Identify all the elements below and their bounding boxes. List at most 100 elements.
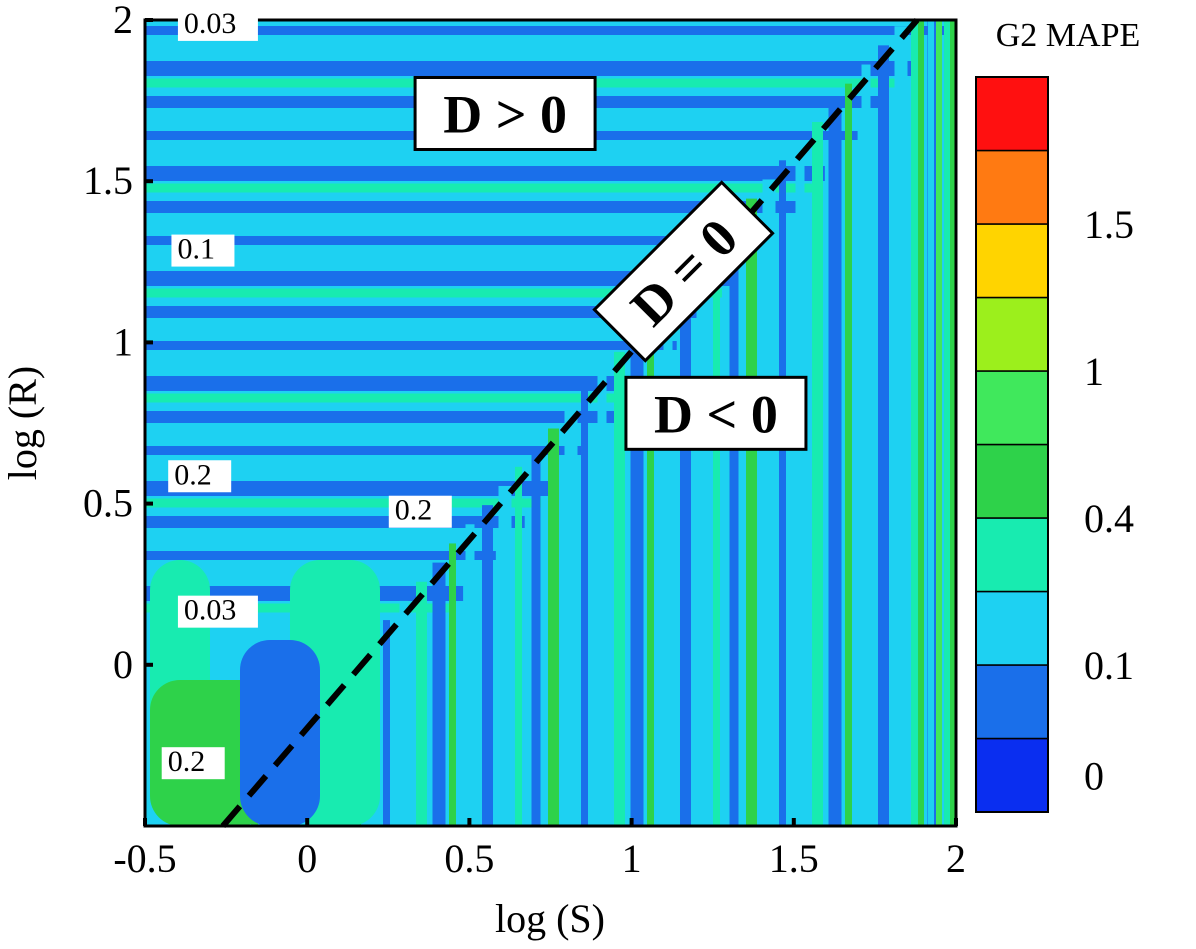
contour-band xyxy=(145,411,616,423)
y-tick-label: 0.5 xyxy=(83,481,133,526)
contour-band xyxy=(145,166,825,181)
contour-band xyxy=(845,83,852,826)
contour-band xyxy=(145,463,570,476)
colorbar-swatch xyxy=(975,296,1049,372)
contour-band xyxy=(145,498,542,508)
svg-text:0.03: 0.03 xyxy=(184,7,237,40)
contour-band xyxy=(928,20,934,826)
d-zero-boundary-line xyxy=(220,18,920,828)
svg-text:0.2: 0.2 xyxy=(395,494,433,527)
contour-band xyxy=(145,43,932,56)
contour-band xyxy=(680,275,691,826)
contour-band xyxy=(581,390,588,826)
contour-band xyxy=(515,466,522,826)
contour-label: 0.03 xyxy=(177,594,258,628)
region-label: D < 0 xyxy=(624,375,808,451)
contour-band xyxy=(861,64,871,826)
contour-band xyxy=(145,341,677,350)
contour-band xyxy=(779,160,786,826)
svg-text:0.2: 0.2 xyxy=(168,745,206,778)
contour-label: 0.1 xyxy=(171,233,235,267)
svg-text:D < 0: D < 0 xyxy=(654,384,778,444)
contour-label: 0.03 xyxy=(177,7,258,41)
contour-band xyxy=(762,179,776,826)
contour-band xyxy=(746,198,757,826)
contour-band xyxy=(936,20,942,826)
colorbar-tick-label: 0 xyxy=(1084,753,1104,798)
contour-band xyxy=(828,102,842,826)
contour-band xyxy=(449,543,456,826)
contour-label: 0.2 xyxy=(161,745,225,780)
contour-band xyxy=(894,26,908,826)
contour-band xyxy=(548,428,559,826)
y-tick-label: 2 xyxy=(113,0,133,42)
contour-band xyxy=(145,446,587,455)
x-tick-label: 0 xyxy=(297,836,317,881)
contour-band xyxy=(597,371,607,826)
contour-band xyxy=(911,20,918,826)
colorbar-swatch xyxy=(975,443,1049,519)
colorbar-tick-label: 0.1 xyxy=(1084,643,1134,688)
contour-band xyxy=(145,271,735,286)
svg-text:0.03: 0.03 xyxy=(184,594,237,627)
plot-frame xyxy=(143,18,958,828)
x-tick-label: -0.5 xyxy=(113,836,176,881)
svg-text:0.1: 0.1 xyxy=(177,233,215,266)
contour-band xyxy=(729,217,739,826)
contour-band xyxy=(713,236,720,826)
contour-band xyxy=(145,306,706,318)
contour-band xyxy=(145,323,690,339)
contour-band xyxy=(944,20,950,826)
colorbar-swatch xyxy=(975,664,1049,740)
contour-band xyxy=(482,505,493,826)
plot-area xyxy=(145,20,974,826)
contour-band xyxy=(145,183,813,193)
contour-band xyxy=(145,288,722,298)
colorbar-title: G2 MAPE xyxy=(996,17,1141,54)
contour-band xyxy=(812,121,823,826)
contour-band xyxy=(465,524,475,826)
colorbar-swatch xyxy=(975,223,1049,299)
contour-band xyxy=(878,45,889,826)
contour-band xyxy=(145,376,644,391)
y-axis-title: log (R) xyxy=(0,366,45,480)
x-axis-title: log (S) xyxy=(495,896,605,941)
contour-band xyxy=(145,26,949,35)
contour-band xyxy=(145,218,780,234)
colorbar-swatch xyxy=(975,590,1049,666)
contour-band xyxy=(416,581,427,826)
x-tick-label: 0.5 xyxy=(444,836,494,881)
contour-band xyxy=(383,620,390,826)
contour-band xyxy=(399,600,409,826)
contour-band xyxy=(145,428,599,444)
x-tick-label: 2 xyxy=(946,836,966,881)
contour-band xyxy=(918,20,924,826)
colorbar-tick-label: 1.5 xyxy=(1084,202,1134,247)
contour-band xyxy=(663,294,673,826)
contour-band xyxy=(240,640,320,826)
contour-band xyxy=(145,201,797,213)
y-tick-label: 0 xyxy=(113,642,133,687)
contour-band xyxy=(145,253,751,266)
contour-band xyxy=(145,148,842,161)
y-tick-label: 1.5 xyxy=(83,158,133,203)
y-tick-label: 1 xyxy=(113,319,133,364)
colorbar-swatch xyxy=(975,149,1049,225)
contour-band xyxy=(145,481,554,496)
contour-band xyxy=(145,236,768,245)
contour-band xyxy=(432,562,446,826)
contour-band xyxy=(961,20,974,826)
contour-band xyxy=(614,351,625,826)
colorbar-tick-label: 1 xyxy=(1084,349,1104,394)
contour-band xyxy=(145,533,509,549)
contour-band xyxy=(531,447,541,826)
contour-band xyxy=(630,332,644,826)
contour-band xyxy=(145,358,661,371)
colorbar-swatch xyxy=(975,370,1049,446)
colorbar-swatch xyxy=(975,76,1049,152)
contour-label: 0.2 xyxy=(388,494,452,528)
x-tick-label: 1 xyxy=(622,836,642,881)
colorbar xyxy=(975,76,1049,813)
svg-text:D > 0: D > 0 xyxy=(443,84,567,144)
